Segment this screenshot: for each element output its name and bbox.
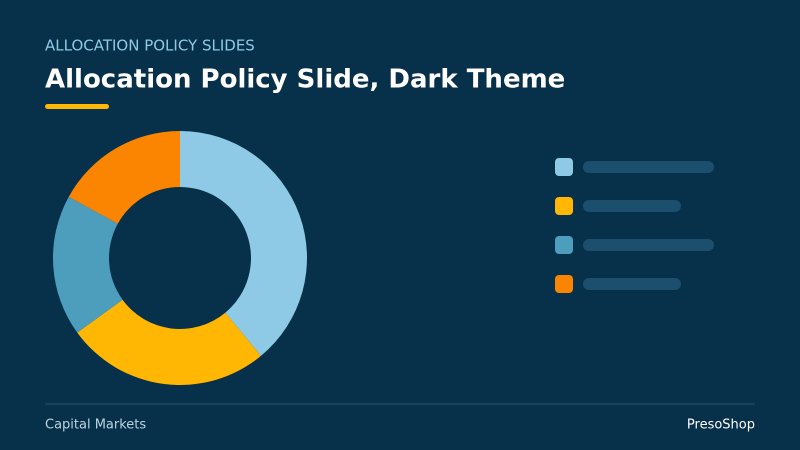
footer-left: Capital Markets [45,418,146,433]
legend [555,158,714,293]
title: Allocation Policy Slide, Dark Theme [45,65,565,95]
legend-placeholder [583,239,714,251]
donut-segment [68,131,180,224]
donut-segment [53,196,123,333]
legend-placeholder [583,161,714,173]
title-underline [45,104,109,109]
legend-placeholder [583,200,681,212]
legend-placeholder [583,278,681,290]
legend-swatch [555,197,573,215]
donut-segment [180,131,307,356]
legend-swatch [555,158,573,176]
legend-swatch [555,236,573,254]
legend-swatch [555,275,573,293]
donut-segment [77,299,261,385]
eyebrow: ALLOCATION POLICY SLIDES [45,37,255,55]
donut-chart [53,131,307,385]
footer-right: PresoShop [687,418,755,433]
